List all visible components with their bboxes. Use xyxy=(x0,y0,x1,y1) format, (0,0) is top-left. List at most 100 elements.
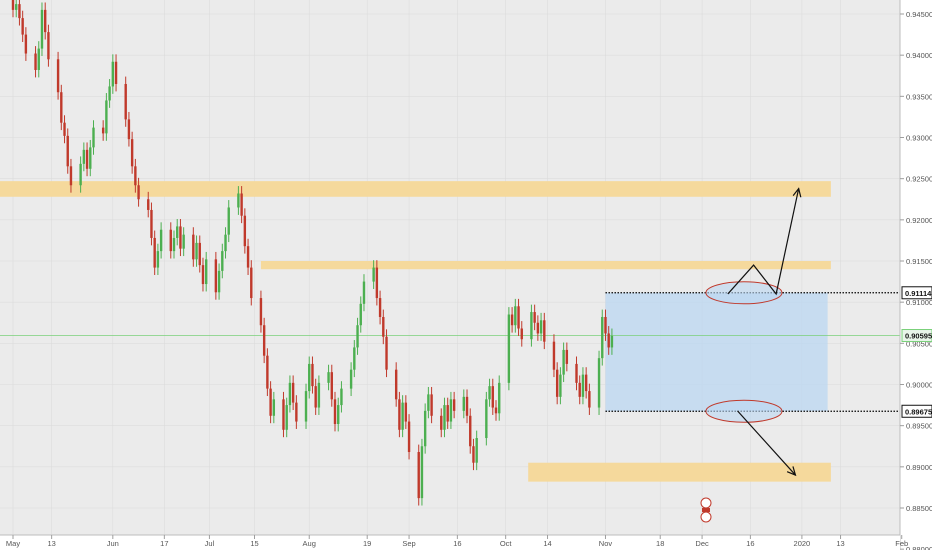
candle-body xyxy=(539,320,543,334)
time-tick-label: May xyxy=(6,539,20,548)
time-tick-label: 15 xyxy=(250,539,258,548)
candle-body xyxy=(375,267,379,299)
candle-body xyxy=(182,234,185,249)
candle-body xyxy=(37,48,40,70)
candle-body xyxy=(304,391,308,422)
candle-body xyxy=(356,325,359,348)
time-tick-label: 18 xyxy=(656,539,664,548)
candle-body xyxy=(153,237,156,268)
candle-body xyxy=(134,166,137,186)
time-axis[interactable]: May 13 Jun 17 Jul 15 Aug 19 Sep 16 Oct 14 Nov 18 Dec 16… xyxy=(0,534,908,550)
candle-body xyxy=(105,100,108,134)
candle-body xyxy=(491,386,494,408)
candle-body xyxy=(588,391,591,408)
candle-body xyxy=(382,316,385,337)
time-tick-label: Oct xyxy=(500,539,513,548)
candle-body xyxy=(92,127,95,148)
time-tick-label: Nov xyxy=(599,539,613,548)
candle-body xyxy=(423,410,427,447)
candle-body xyxy=(269,388,272,416)
candle-body xyxy=(130,139,134,167)
candle-body xyxy=(440,415,443,430)
candle-body xyxy=(446,405,449,422)
candle-body xyxy=(475,438,478,463)
projection-arrows xyxy=(727,187,802,477)
candle-body xyxy=(462,396,465,411)
candle-body xyxy=(333,399,337,425)
candle-body xyxy=(340,388,343,406)
candle-body xyxy=(378,298,382,317)
candle-body xyxy=(266,355,269,389)
time-tick-label: 14 xyxy=(543,539,551,548)
price-tick-label: 0.92500 xyxy=(906,175,932,184)
candle-body xyxy=(552,341,556,370)
range-ellipse xyxy=(705,399,783,423)
candle-body xyxy=(407,421,411,453)
candle-body xyxy=(559,374,562,397)
candle-body xyxy=(111,61,115,87)
candle-body xyxy=(311,363,314,387)
candle-body xyxy=(584,374,588,392)
candle-body xyxy=(205,259,208,285)
candle-body xyxy=(34,53,37,70)
candle-body xyxy=(337,405,340,425)
candle-body xyxy=(507,314,511,383)
candle-body xyxy=(555,369,559,397)
candle-body xyxy=(85,149,89,169)
price-axis-bg xyxy=(900,0,932,550)
candle-body xyxy=(520,328,523,340)
candle-body xyxy=(488,386,491,400)
candle-body xyxy=(510,314,514,326)
price-highlight-label: 0.90595 xyxy=(905,332,932,341)
candle-body xyxy=(195,242,198,260)
price-highlight-box xyxy=(901,329,932,343)
candle-body xyxy=(224,234,227,252)
price-tick-label: 0.93500 xyxy=(906,92,932,101)
candle-body xyxy=(150,209,153,238)
candle-body xyxy=(262,325,266,356)
zone-rect xyxy=(0,181,831,197)
candle-body xyxy=(498,382,501,414)
range-box-rect xyxy=(605,292,828,412)
candle-body xyxy=(601,316,604,359)
candle-body xyxy=(217,270,221,293)
candle-body xyxy=(240,193,243,216)
candle-body xyxy=(44,9,47,33)
candle-body xyxy=(597,358,601,408)
candle-body xyxy=(246,246,250,268)
candle-body xyxy=(66,135,69,167)
candle-body xyxy=(82,149,86,164)
price-tick-label: 0.92000 xyxy=(906,216,932,225)
event-marker-icon[interactable] xyxy=(700,497,712,523)
candle-body xyxy=(214,259,218,293)
candle-body xyxy=(494,407,498,414)
price-tick-label: 0.91500 xyxy=(906,257,932,266)
time-tick-label: 13 xyxy=(836,539,844,548)
candle-body xyxy=(237,193,240,208)
candle-body xyxy=(198,242,201,266)
candle-body xyxy=(124,83,127,120)
candle-body xyxy=(465,396,469,416)
candle-body xyxy=(40,9,44,49)
candle-body xyxy=(114,61,118,84)
candles xyxy=(11,0,614,506)
candle-body xyxy=(172,237,176,252)
time-tick-label: 17 xyxy=(160,539,168,548)
candle-body xyxy=(362,281,366,304)
price-tick-label: 0.89500 xyxy=(906,422,932,431)
candle-body xyxy=(469,415,472,447)
time-tick-label: 16 xyxy=(453,539,461,548)
candle-body xyxy=(89,147,92,169)
candle-body xyxy=(169,229,172,252)
zone-rect xyxy=(260,261,831,270)
candle-body xyxy=(179,226,182,249)
candle-body xyxy=(394,369,398,400)
price-tick-label: 0.93000 xyxy=(906,134,932,143)
candle-body xyxy=(176,226,179,238)
time-tick-label: Jul xyxy=(205,539,215,548)
candle-body xyxy=(420,446,424,499)
price-axis[interactable]: 0.94500 0.94000 0.93500 0.93000 0.92500 0.920… xyxy=(899,0,932,550)
candle-body xyxy=(79,163,82,186)
